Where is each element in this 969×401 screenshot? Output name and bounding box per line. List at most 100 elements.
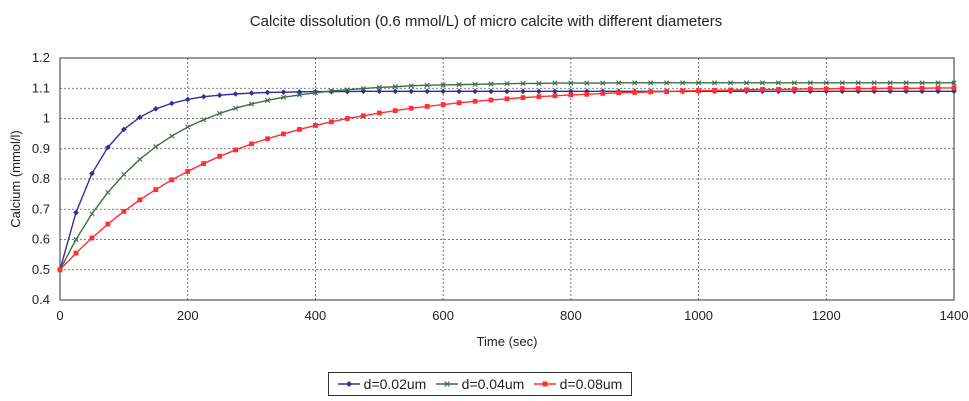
data-point [105,189,111,195]
data-point [584,88,590,95]
data-point [344,116,350,121]
data-point [600,90,606,96]
data-point [616,80,622,86]
data-point [935,85,941,91]
data-point [504,96,510,102]
data-point [472,98,478,104]
data-point [89,211,95,217]
data-point [456,100,462,106]
series-line [59,87,954,271]
data-point [185,169,191,174]
y-tick-label: 1.2 [32,50,50,65]
series-line [59,82,954,271]
data-point [296,92,303,98]
data-point [328,119,334,125]
data-point [536,94,542,100]
data-point [760,87,765,92]
data-point [791,80,797,86]
data-point [185,124,191,130]
data-point [360,113,366,119]
data-point [248,101,255,107]
data-point [296,89,303,95]
data-point [201,117,207,123]
data-point [201,161,207,166]
data-point [264,89,271,96]
data-point [105,144,111,151]
data-point [871,80,877,86]
data-point [168,100,175,107]
data-point [759,80,766,86]
data-point [424,82,430,88]
data-point [855,86,861,91]
gridlines [60,58,954,300]
data-point [264,97,271,103]
x-tick-label: 1400 [940,308,969,323]
data-point [121,171,127,178]
y-tick-label: 0.4 [32,292,50,307]
data-point [839,88,846,95]
data-point [344,87,350,93]
data-point [695,80,702,86]
data-point [903,80,909,86]
data-point [137,197,143,203]
data-point [233,105,239,111]
data-point [376,88,383,95]
legend-swatch-series-1 [337,381,360,387]
data-point [711,80,718,86]
legend-label-series-2: d=0.04um [461,376,525,392]
data-point [552,93,558,99]
data-point [696,88,701,94]
series-line [59,90,954,270]
legend-label-series-3: d=0.08um [559,376,623,392]
data-point [919,80,925,86]
data-point [57,267,63,273]
data-point [392,84,398,90]
data-point [440,102,446,107]
data-point [871,86,877,91]
data-point [807,80,813,86]
data-point [265,136,270,142]
data-point [951,85,957,91]
data-point [823,86,829,92]
data-point [408,105,414,111]
y-tick-label: 1.1 [32,80,50,95]
data-point [728,87,733,93]
y-axis-label: Calcium (mmol/l) [8,130,23,228]
x-tick-label: 200 [177,308,199,323]
series-2 [57,80,957,273]
data-point [73,209,79,216]
data-point [919,88,925,95]
data-point [791,86,797,92]
legend-item-series-1: d=0.02um [337,376,427,392]
data-point [568,80,574,86]
chart-legend: d=0.02um d=0.04um d=0.08um [328,372,632,396]
data-point [616,90,622,96]
data-point [807,88,814,95]
data-point [775,87,781,92]
x-tick-label: 800 [560,308,582,323]
data-point [392,88,399,95]
data-point [121,126,127,133]
data-point [919,85,925,91]
data-point [680,80,686,86]
data-point [664,80,670,86]
data-point [520,88,526,95]
data-point [887,80,893,86]
data-point [552,80,558,86]
data-point [568,92,574,98]
y-tick-label: 0.6 [32,232,50,247]
data-point [743,80,750,86]
data-point [105,221,111,227]
data-point [488,97,494,103]
data-point [440,88,446,95]
legend-label-series-1: d=0.02um [363,376,427,392]
series-1 [57,88,957,273]
data-point [504,81,510,87]
x-tick-label: 1200 [812,308,841,323]
data-point [360,85,366,92]
series-3 [57,85,957,273]
data-point [153,187,159,192]
legend-swatch-series-2 [435,381,458,387]
y-tick-label: 1 [43,111,50,126]
